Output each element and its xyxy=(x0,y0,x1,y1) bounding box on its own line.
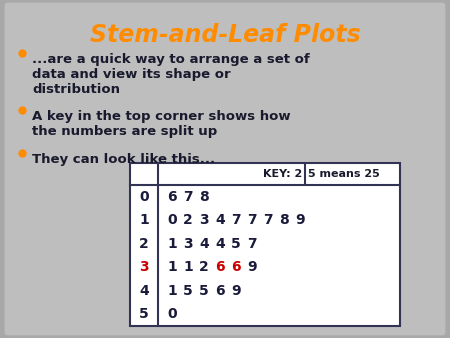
Text: 7: 7 xyxy=(231,213,241,227)
Text: 7: 7 xyxy=(183,190,193,204)
Text: 1: 1 xyxy=(183,260,193,274)
Text: 3: 3 xyxy=(199,213,209,227)
Text: 2: 2 xyxy=(183,213,193,227)
Text: 5: 5 xyxy=(199,284,209,298)
Text: 8: 8 xyxy=(279,213,289,227)
Text: 9: 9 xyxy=(247,260,257,274)
Text: Stem-and-Leaf Plots: Stem-and-Leaf Plots xyxy=(90,23,360,47)
Text: 7: 7 xyxy=(247,213,257,227)
Text: A key in the top corner shows how
the numbers are split up: A key in the top corner shows how the nu… xyxy=(32,110,291,138)
Text: 0: 0 xyxy=(167,307,177,321)
Text: 7: 7 xyxy=(247,237,257,251)
FancyBboxPatch shape xyxy=(4,2,446,336)
Text: 4: 4 xyxy=(139,284,149,298)
Text: 4: 4 xyxy=(215,213,225,227)
Text: 3: 3 xyxy=(139,260,149,274)
Text: 1: 1 xyxy=(139,213,149,227)
Text: KEY: 2: KEY: 2 xyxy=(263,169,302,179)
Text: ...are a quick way to arrange a set of
data and view its shape or
distribution: ...are a quick way to arrange a set of d… xyxy=(32,53,310,96)
Text: 6: 6 xyxy=(215,284,225,298)
Text: 3: 3 xyxy=(183,237,193,251)
Text: 9: 9 xyxy=(231,284,241,298)
Text: 1: 1 xyxy=(167,237,177,251)
Text: 4: 4 xyxy=(199,237,209,251)
Text: 7: 7 xyxy=(263,213,273,227)
Text: 5 means 25: 5 means 25 xyxy=(308,169,380,179)
Text: 2: 2 xyxy=(139,237,149,251)
Text: 2: 2 xyxy=(199,260,209,274)
Text: 6: 6 xyxy=(215,260,225,274)
Text: 5: 5 xyxy=(183,284,193,298)
Text: They can look like this...: They can look like this... xyxy=(32,153,215,166)
Text: 0: 0 xyxy=(139,190,149,204)
Text: 1: 1 xyxy=(167,260,177,274)
Text: 1: 1 xyxy=(167,284,177,298)
Text: 5: 5 xyxy=(231,237,241,251)
Text: 5: 5 xyxy=(139,307,149,321)
Text: 0: 0 xyxy=(167,213,177,227)
FancyBboxPatch shape xyxy=(130,163,400,326)
Text: 9: 9 xyxy=(295,213,305,227)
Text: 8: 8 xyxy=(199,190,209,204)
Text: 4: 4 xyxy=(215,237,225,251)
Text: 6: 6 xyxy=(167,190,177,204)
Text: 6: 6 xyxy=(231,260,241,274)
